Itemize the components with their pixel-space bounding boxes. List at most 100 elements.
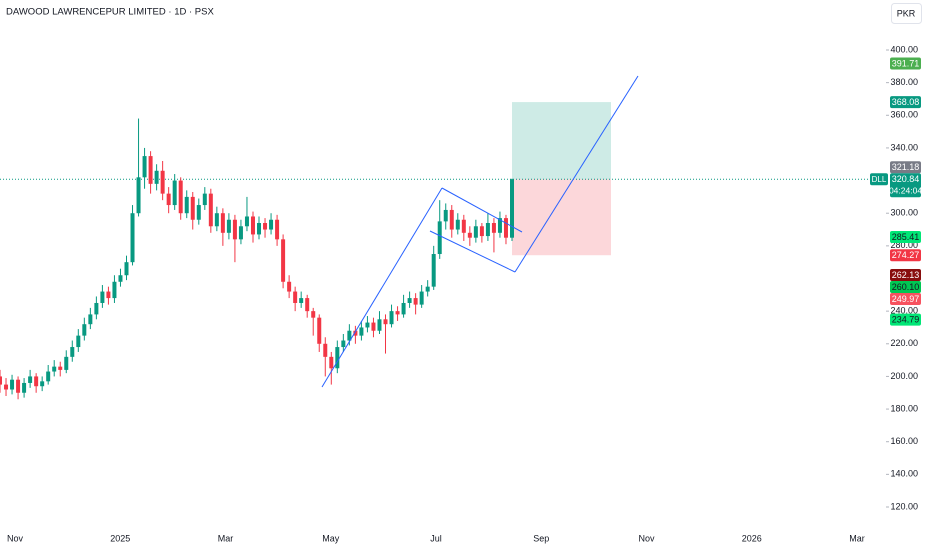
trend-lines[interactable] [321, 75, 639, 388]
price-badge-label: 285.41 [892, 232, 920, 242]
candle-body [154, 170, 159, 184]
candle-body [64, 356, 69, 370]
y-tick-label: 120.00 [890, 501, 918, 511]
candle-body [184, 196, 189, 214]
y-tick-label: 240.00 [890, 306, 918, 316]
candle-body [40, 381, 45, 387]
candle-body [82, 324, 87, 336]
candle-body [257, 223, 262, 235]
candle-body [443, 209, 448, 222]
price-badge [890, 293, 921, 306]
price-badge-label: 320.84 [892, 174, 920, 184]
candle-body [238, 226, 243, 240]
trend-line[interactable] [429, 230, 516, 273]
candle-body [431, 254, 436, 287]
y-tick-label: 380.00 [890, 77, 918, 87]
candle-body [299, 298, 304, 303]
candle-body [281, 239, 286, 282]
candle-body [148, 156, 153, 184]
x-tick-label: 2026 [742, 533, 762, 543]
candle-body [28, 376, 33, 383]
y-tick-label: 220.00 [890, 338, 918, 348]
price-badge-label: 368.08 [892, 97, 920, 107]
candle-body [479, 226, 484, 237]
candle-body [347, 330, 352, 341]
price-badge-label: 249.97 [892, 294, 920, 304]
x-tick-label: Nov [638, 533, 655, 543]
candle-body [112, 281, 117, 299]
candle-body [46, 371, 51, 382]
candle-body [329, 356, 334, 369]
x-tick-label: Mar [849, 533, 865, 543]
y-tick-label: 300.00 [890, 208, 918, 218]
y-tick-label: 160.00 [890, 436, 918, 446]
y-tick-label: 360.00 [890, 110, 918, 120]
candle-body [395, 311, 400, 315]
candle-body [275, 219, 280, 240]
symbol-label: DLL [872, 175, 887, 184]
candle-body [172, 180, 177, 206]
candle-body [166, 193, 171, 206]
price-badge [890, 281, 921, 294]
y-tick-label: 200.00 [890, 371, 918, 381]
candle-body [317, 317, 322, 344]
candle-body [88, 314, 93, 325]
candle-body [196, 205, 201, 220]
candle-body [0, 376, 2, 385]
candle-body [52, 366, 57, 372]
candle-body [365, 322, 370, 328]
x-tick-label: May [322, 533, 340, 543]
price-badge [890, 269, 921, 282]
candle-body [497, 218, 502, 233]
trend-line[interactable] [441, 187, 523, 233]
candle-body [10, 379, 15, 390]
candle-body [142, 156, 147, 178]
price-badge [890, 313, 921, 326]
candle-body [100, 291, 105, 303]
candle-body [287, 281, 292, 292]
candle-body [335, 347, 340, 369]
candle-body [94, 302, 99, 315]
candle-body [160, 170, 165, 194]
candle-body [202, 193, 207, 206]
candle-body [461, 219, 466, 233]
currency-button[interactable] [891, 3, 922, 24]
candle-body [16, 379, 21, 393]
candle-body [323, 343, 328, 357]
candle-body [467, 232, 472, 238]
candle-body [226, 219, 231, 233]
loss-zone [512, 179, 611, 256]
candle-body [220, 213, 225, 233]
y-tick-label: 280.00 [890, 240, 918, 250]
price-badge [890, 249, 921, 262]
candle-body [485, 223, 490, 237]
candle-body [389, 311, 394, 325]
candle-body [214, 213, 219, 227]
candle-body [341, 340, 346, 348]
candle-body [269, 219, 274, 230]
y-tick-label: 400.00 [890, 44, 918, 54]
candle-body [208, 193, 213, 227]
candle-body [263, 223, 268, 230]
candle-body [353, 330, 358, 336]
candle-body [510, 179, 514, 238]
candle-body [377, 319, 382, 331]
candle-body [4, 384, 9, 390]
trend-line[interactable] [514, 75, 639, 273]
x-tick-label: 2025 [110, 533, 130, 543]
x-tick-label: Jul [430, 533, 442, 543]
price-badge [890, 231, 921, 244]
currency[interactable]: PKR [897, 8, 916, 18]
candle-body [437, 221, 442, 255]
trend-line[interactable] [321, 187, 443, 388]
profit-zone [512, 102, 611, 180]
price-badge-label: 234.79 [892, 315, 920, 325]
candle-body [419, 291, 424, 305]
candle-body [413, 298, 418, 305]
candle-body [124, 262, 129, 276]
candle-body [136, 177, 141, 214]
candle-body [449, 209, 454, 230]
candle-body [371, 322, 376, 331]
